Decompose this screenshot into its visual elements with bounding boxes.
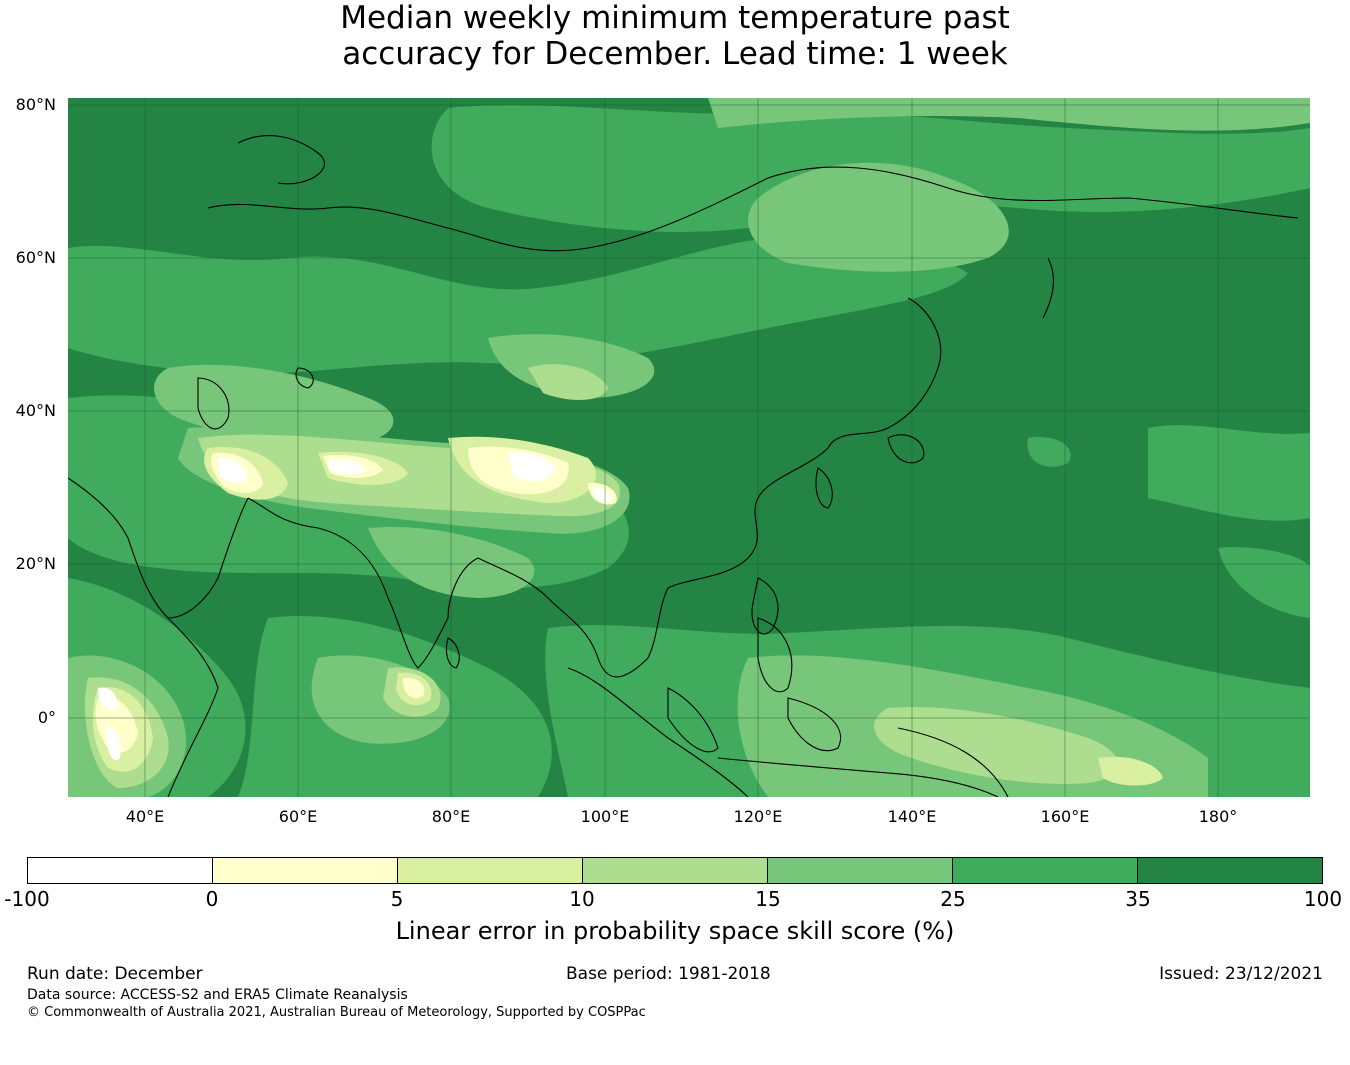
lon-label-100e: 100°E [580,807,630,826]
colorbar-tick-100: 100 [1303,887,1343,911]
map-gridlines [68,98,1310,797]
title-line-2: accuracy for December. Lead time: 1 week [342,36,1008,72]
colorbar-segment-25-35 [953,858,1138,883]
colorbar-segment-5-10 [398,858,583,883]
colorbar-label: Linear error in probability space skill … [395,917,955,945]
colorbar-segment-35-100 [1138,858,1322,883]
colorbar-segment-0-5 [213,858,398,883]
lat-label-60n: 60°N [15,248,56,267]
base-period: Base period: 1981-2018 [566,964,771,984]
colorbar-segment-neg100-0 [28,858,213,883]
lon-label-140e: 140°E [887,807,937,826]
colorbar-tick-35: 35 [1125,887,1151,911]
lon-label-120e: 120°E [733,807,783,826]
map-title: Median weekly minimum temperature past a… [0,0,1350,72]
lon-label-60e: 60°E [278,807,318,826]
skill-score-map [68,98,1310,797]
coastlines [68,135,1299,797]
colorbar [27,857,1323,884]
data-source: Data source: ACCESS-S2 and ERA5 Climate … [27,987,408,1003]
colorbar-tick-15: 15 [755,887,781,911]
skill-band-negative [98,452,611,761]
title-line-1: Median weekly minimum temperature past [340,0,1010,36]
lat-label-20n: 20°N [15,554,56,573]
lon-label-160e: 160°E [1040,807,1090,826]
colorbar-tick-25: 25 [940,887,966,911]
lat-label-40n: 40°N [15,401,56,420]
colorbar-tick-10: 10 [569,887,595,911]
run-date: Run date: December [27,964,203,984]
lon-label-180: 180° [1198,807,1238,826]
colorbar-segment-10-15 [583,858,768,883]
colorbar-tick-5: 5 [390,887,404,911]
lon-label-80e: 80°E [431,807,471,826]
colorbar-tick-neg100: -100 [4,887,50,911]
lat-label-80n: 80°N [15,95,56,114]
colorbar-segment-15-25 [768,858,953,883]
colorbar-tick-0: 0 [205,887,219,911]
lon-label-40e: 40°E [125,807,165,826]
copyright: © Commonwealth of Australia 2021, Austra… [27,1005,646,1020]
lat-label-0: 0° [37,708,56,727]
issued-date: Issued: 23/12/2021 [1159,964,1323,984]
